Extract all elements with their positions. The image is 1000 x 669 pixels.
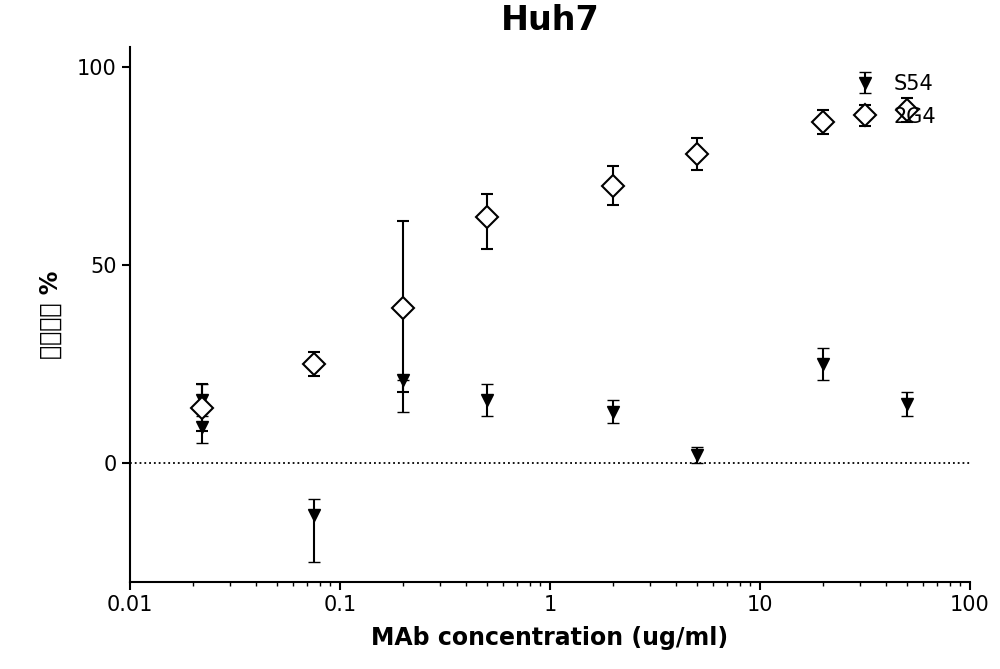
Y-axis label: 中和作用 %: 中和作用 % (39, 270, 63, 359)
Legend: S54, 2G4: S54, 2G4 (846, 68, 943, 133)
X-axis label: MAb concentration (ug/ml): MAb concentration (ug/ml) (371, 626, 729, 650)
Title: Huh7: Huh7 (501, 4, 599, 37)
